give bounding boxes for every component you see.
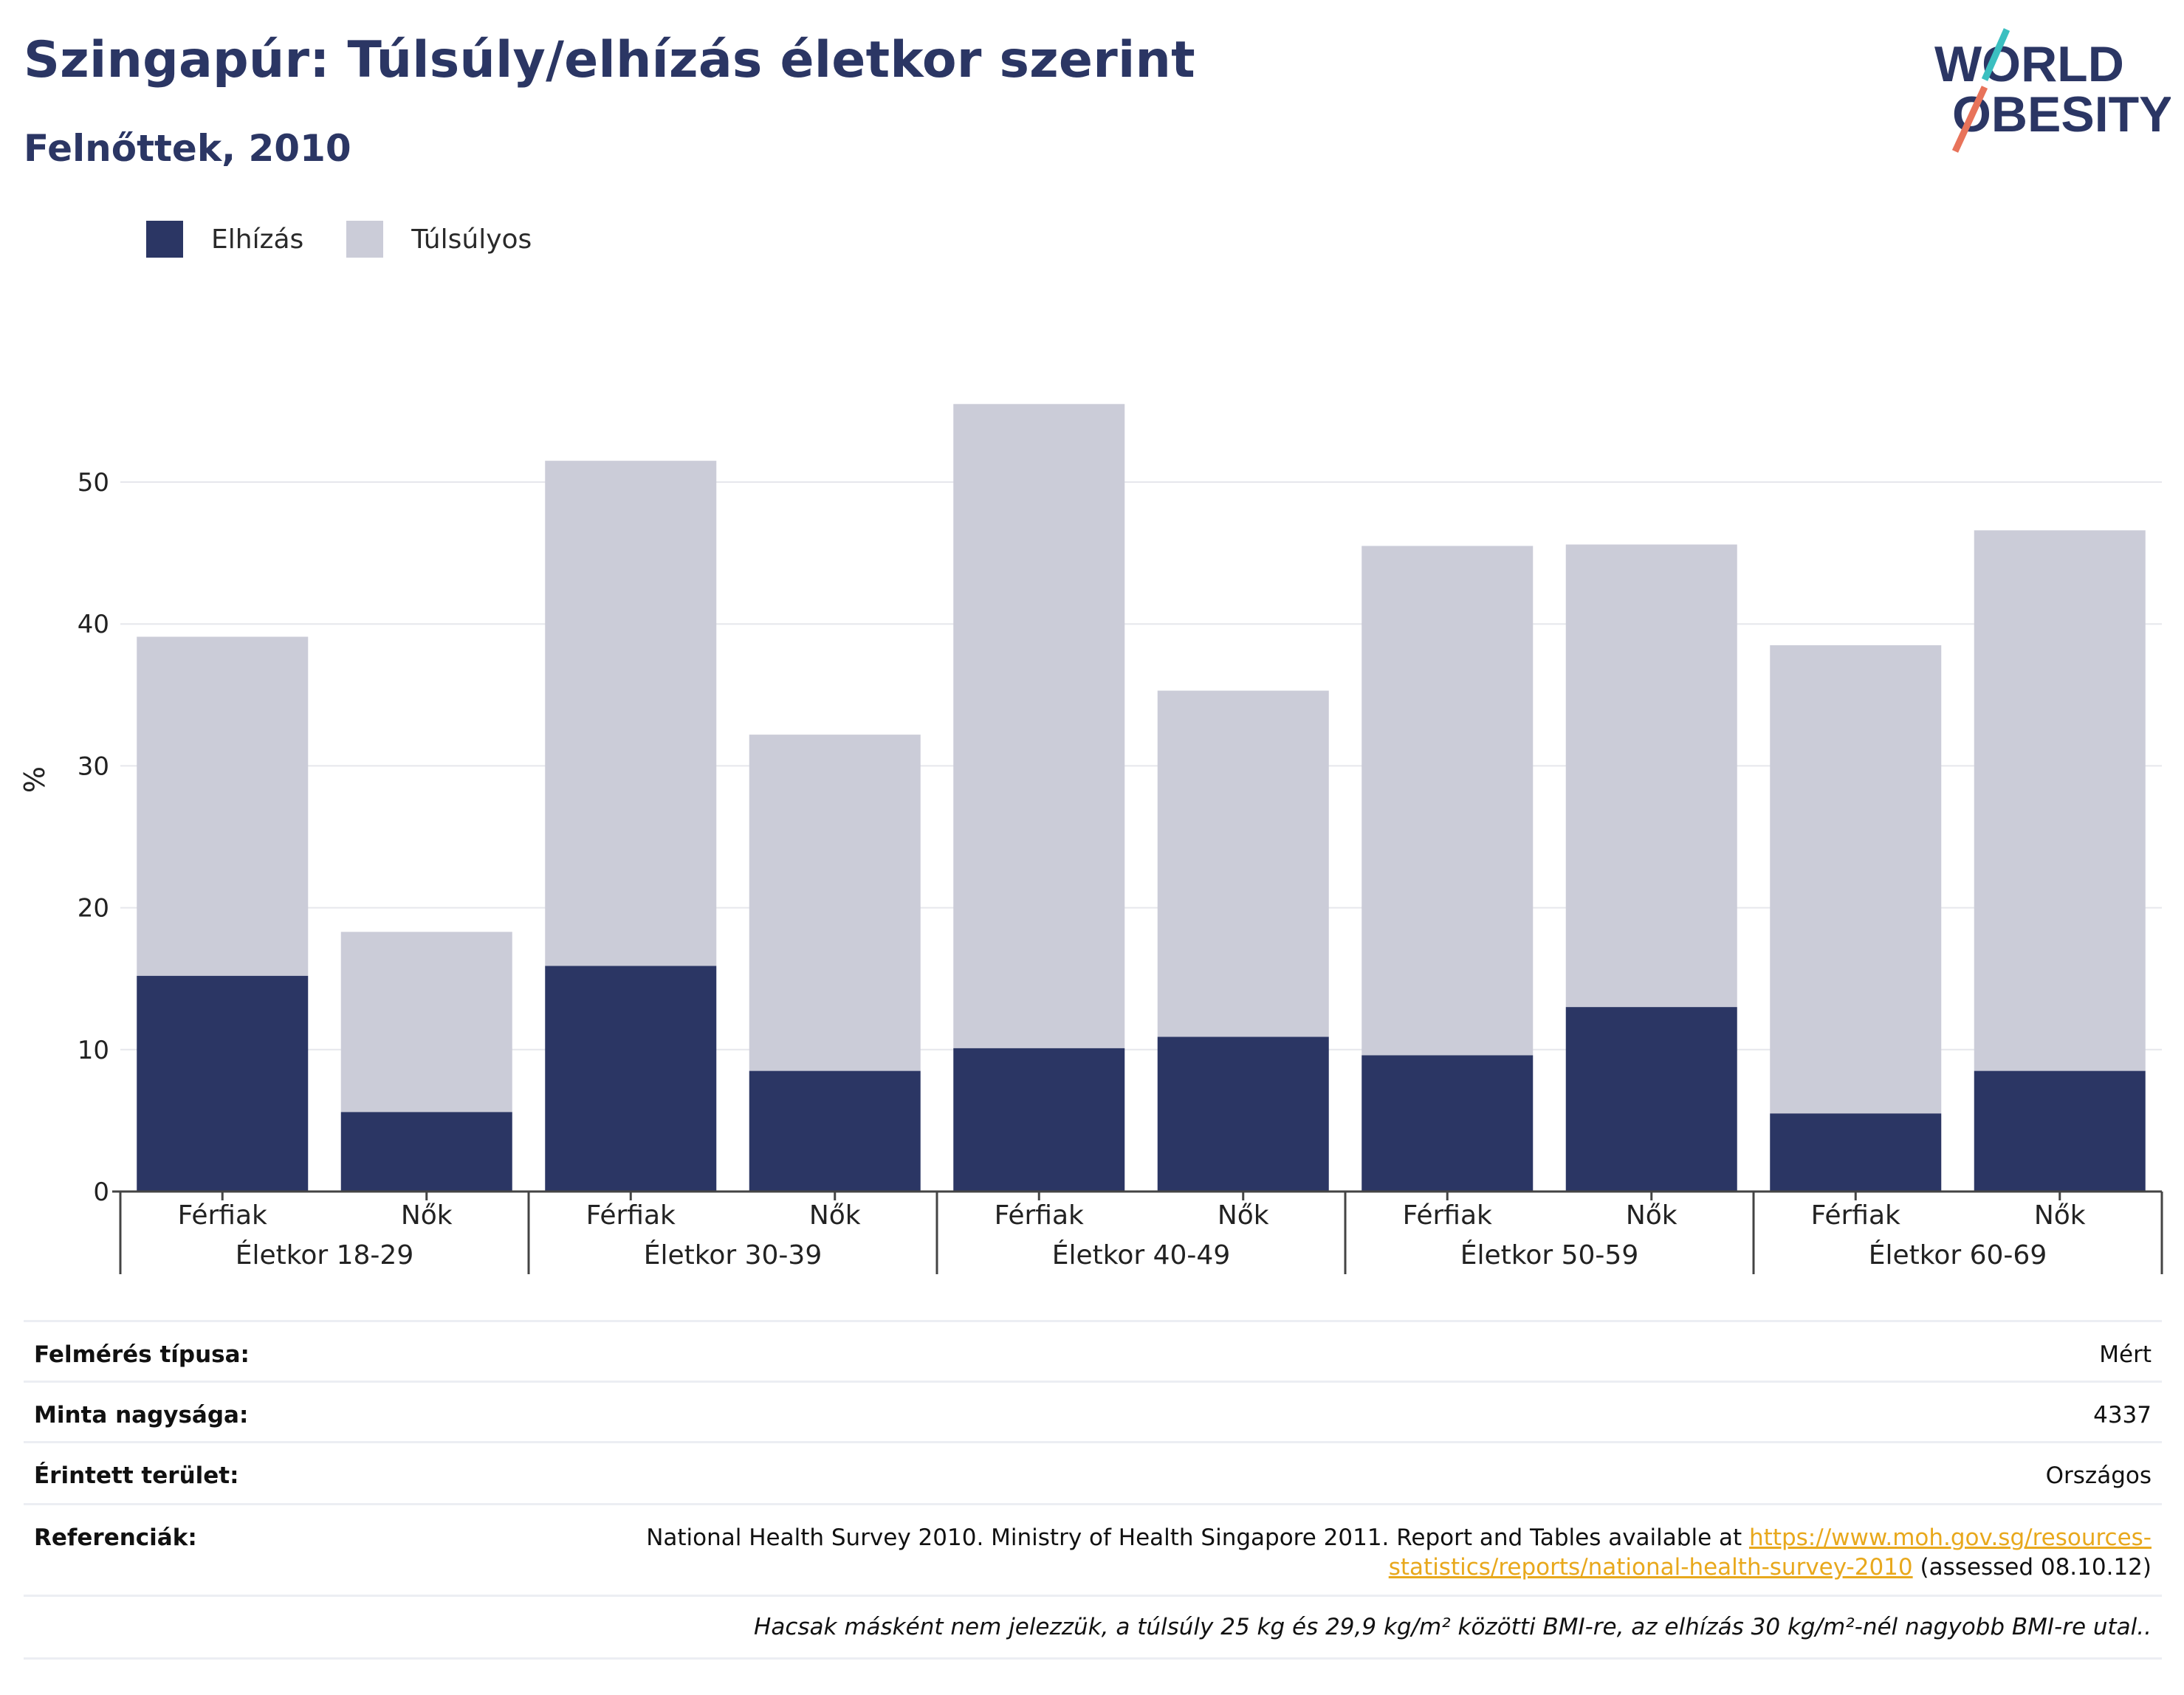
bar-overweight[interactable] <box>1565 544 1737 1008</box>
x-group-label: Életkor 40-49 <box>1052 1240 1230 1271</box>
y-axis-label: % <box>18 766 51 793</box>
logo-line1: WORLD <box>1934 36 2124 92</box>
bar-obesity[interactable] <box>1974 1070 2146 1192</box>
bar-obesity[interactable] <box>545 966 717 1192</box>
stacked-bar-chart: 0 10 20 30 40 50% Férfiak Nők Életkor 18-29 Férfi… <box>18 404 2163 1274</box>
logo-line2: OBESITY <box>1952 86 2171 142</box>
bar-obesity[interactable] <box>1361 1055 1534 1192</box>
footnote-row: Hacsak másként nem jelezzük, a túlsúly 2… <box>24 1595 2162 1660</box>
info-label-references: Referenciák: <box>34 1524 197 1551</box>
info-value-sample-size: 4337 <box>2093 1402 2152 1428</box>
info-label-sample-size: Minta nagysága: <box>34 1402 249 1428</box>
bar-obesity[interactable] <box>1157 1036 1329 1192</box>
bar-obesity[interactable] <box>1770 1113 1942 1192</box>
info-label-survey-type: Felmérés típusa: <box>34 1341 250 1368</box>
bar-overweight[interactable] <box>1361 546 1534 1056</box>
logo-teal-stroke <box>1981 28 2010 81</box>
y-tick-label: 10 <box>78 1036 109 1065</box>
x-subcategory-label: Nők <box>2034 1200 2086 1231</box>
legend-label-overweight: Túlsúlyos <box>411 224 532 255</box>
chart-subtitle: Felnőttek, 2010 <box>24 127 351 170</box>
world-obesity-logo: WORLD OBESITY <box>1934 28 2171 153</box>
info-row-references: Referenciák: National Health Survey 2010… <box>24 1503 2162 1595</box>
y-tick-label: 50 <box>78 468 109 498</box>
info-row-area: Érintett terület: Országos <box>24 1441 2162 1503</box>
footnote-text: Hacsak másként nem jelezzük, a túlsúly 2… <box>754 1614 2152 1640</box>
chart-title: Szingapúr: Túlsúly/elhízás életkor szeri… <box>24 31 1195 89</box>
x-group-label: Életkor 18-29 <box>236 1240 413 1271</box>
x-subcategory-label: Férfiak <box>1403 1200 1492 1231</box>
y-tick-label: 40 <box>78 610 109 639</box>
logo-coral-stroke <box>1951 86 1988 153</box>
bar-overweight[interactable] <box>1974 530 2146 1071</box>
y-tick-label: 0 <box>93 1177 109 1207</box>
x-subcategory-label: Férfiak <box>586 1200 676 1231</box>
x-group-label: Életkor 50-59 <box>1460 1240 1638 1271</box>
bar-overweight[interactable] <box>1770 645 1942 1114</box>
x-group-label: Életkor 30-39 <box>644 1240 822 1271</box>
reference-suffix: (assessed 08.10.12) <box>1920 1554 2152 1581</box>
legend-swatch-overweight <box>346 221 384 258</box>
info-value-survey-type: Mért <box>2099 1341 2152 1368</box>
bar-overweight[interactable] <box>340 932 512 1113</box>
axes: 0 10 20 30 40 50% Férfiak Nők Életkor 18-29 Férfi… <box>18 468 2163 1274</box>
bar-overweight[interactable] <box>953 404 1125 1048</box>
reference-text: National Health Survey 2010. Ministry of… <box>646 1524 1742 1551</box>
bars <box>137 404 2146 1192</box>
x-subcategory-label: Nők <box>1626 1200 1678 1231</box>
bar-overweight[interactable] <box>137 636 309 976</box>
x-group-label: Életkor 60-69 <box>1869 1240 2047 1271</box>
x-subcategory-label: Férfiak <box>178 1200 267 1231</box>
y-tick-label: 30 <box>78 752 109 781</box>
bar-overweight[interactable] <box>1157 690 1329 1037</box>
bar-obesity[interactable] <box>340 1112 512 1192</box>
info-table: Felmérés típusa: Mért Minta nagysága: 43… <box>24 1320 2162 1660</box>
bar-obesity[interactable] <box>749 1070 921 1192</box>
info-row-sample-size: Minta nagysága: 4337 <box>24 1381 2162 1441</box>
info-row-survey-type: Felmérés típusa: Mért <box>24 1320 2162 1381</box>
info-value-references: National Health Survey 2010. Ministry of… <box>527 1505 2152 1582</box>
legend-item-overweight[interactable]: Túlsúlyos <box>346 221 532 258</box>
x-subcategory-label: Nők <box>809 1200 861 1231</box>
reference-link[interactable]: https://www.moh.gov.sg/resources-statist… <box>1388 1524 2152 1581</box>
legend-item-obesity[interactable]: Elhízás <box>146 221 303 258</box>
info-label-area: Érintett terület: <box>34 1462 239 1489</box>
legend-label-obesity: Elhízás <box>211 224 304 255</box>
bar-obesity[interactable] <box>137 975 309 1192</box>
bar-obesity[interactable] <box>953 1048 1125 1192</box>
x-subcategory-label: Nők <box>1218 1200 1269 1231</box>
y-tick-label: 20 <box>78 894 109 924</box>
info-value-area: Országos <box>2045 1462 2152 1489</box>
bar-overweight[interactable] <box>749 735 921 1071</box>
chart-legend: Elhízás Túlsúlyos <box>146 219 574 260</box>
x-subcategory-label: Nők <box>401 1200 453 1231</box>
bar-obesity[interactable] <box>1565 1007 1737 1192</box>
x-subcategory-label: Férfiak <box>1811 1200 1900 1231</box>
x-subcategory-label: Férfiak <box>995 1200 1084 1231</box>
legend-swatch-obesity <box>146 221 183 258</box>
bar-overweight[interactable] <box>545 461 717 966</box>
